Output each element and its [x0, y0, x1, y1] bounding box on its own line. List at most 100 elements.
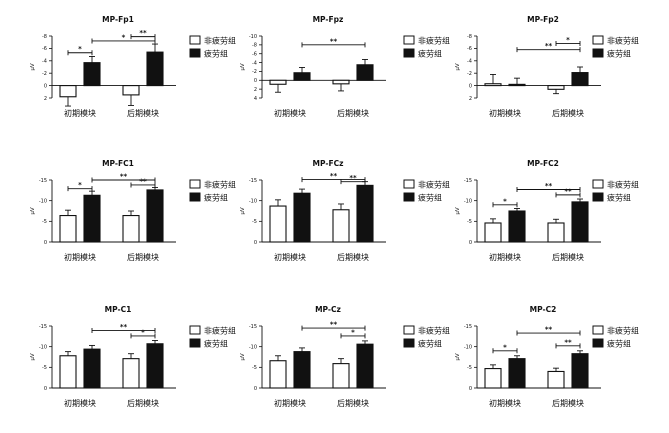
category-label: 初期模块 — [489, 398, 521, 408]
y-tick-label: 0 — [44, 386, 47, 392]
legend-swatch — [592, 338, 604, 348]
legend-label: 疲劳组 — [607, 193, 631, 203]
bar — [508, 83, 526, 87]
bar — [269, 205, 287, 243]
legend-label: 疲劳组 — [607, 339, 631, 349]
significance-label: ** — [120, 323, 128, 331]
bar — [146, 189, 164, 243]
legend-swatch — [189, 35, 201, 45]
legend-label: 疲劳组 — [418, 339, 442, 349]
legend-swatch — [403, 179, 415, 189]
bar — [356, 64, 374, 81]
y-tick-label: -5 — [42, 365, 47, 371]
y-tick-label: 2 — [44, 96, 47, 102]
legend-swatch — [403, 48, 415, 58]
legend-label: 非疲劳组 — [204, 326, 236, 336]
bar — [547, 370, 565, 389]
category-label: 初期模块 — [274, 108, 306, 118]
legend-swatch — [403, 325, 415, 335]
bar — [571, 72, 589, 87]
bar — [293, 72, 311, 81]
significance-label: ** — [545, 42, 553, 50]
chart-title: MP-Fp2 — [527, 15, 559, 24]
chart-title: MP-FCz — [313, 159, 344, 168]
chart-title: MP-C2 — [530, 305, 557, 314]
bar — [59, 214, 77, 243]
significance-label: * — [78, 45, 82, 53]
y-tick-label: -10 — [249, 198, 257, 204]
legend-swatch — [403, 35, 415, 45]
bar — [484, 222, 502, 243]
legend-swatch — [189, 179, 201, 189]
significance-label: ** — [139, 177, 147, 185]
significance-label: * — [351, 328, 355, 336]
legend-swatch — [592, 192, 604, 202]
chart-title: MP-Fp1 — [102, 15, 134, 24]
legend-label: 非疲劳组 — [607, 180, 639, 190]
y-tick-label: -2 — [42, 71, 47, 77]
y-tick-label: -10 — [464, 344, 472, 350]
legend-swatch — [592, 179, 604, 189]
y-tick-label: -5 — [467, 219, 472, 225]
y-tick-label: -6 — [252, 52, 257, 58]
bar — [332, 209, 350, 243]
category-label: 后期模块 — [337, 108, 369, 118]
y-tick-label: -15 — [39, 324, 47, 330]
significance-label: ** — [545, 182, 553, 190]
y-tick-label: -15 — [249, 324, 257, 330]
y-tick-label: -10 — [249, 34, 257, 40]
legend-label: 疲劳组 — [418, 49, 442, 59]
significance-label: ** — [330, 172, 338, 180]
y-tick-label: -8 — [467, 34, 472, 40]
y-tick-label: -6 — [467, 46, 472, 52]
bar — [293, 351, 311, 389]
category-label: 初期模块 — [64, 108, 96, 118]
y-tick-label: -5 — [252, 219, 257, 225]
legend-label: 疲劳组 — [204, 49, 228, 59]
legend-label: 非疲劳组 — [418, 326, 450, 336]
bar — [122, 358, 140, 389]
legend-label: 非疲劳组 — [418, 180, 450, 190]
chart-title: MP-FC2 — [527, 159, 559, 168]
y-tick-label: -5 — [42, 219, 47, 225]
significance-label: ** — [564, 187, 572, 195]
y-tick-label: -15 — [249, 178, 257, 184]
bar — [508, 210, 526, 243]
y-tick-label: -2 — [252, 69, 257, 75]
chart-title: MP-C1 — [105, 305, 132, 314]
significance-label: * — [141, 328, 145, 336]
legend-swatch — [189, 338, 201, 348]
legend-label: 非疲劳组 — [607, 36, 639, 46]
bar — [83, 348, 101, 389]
y-tick-label: -15 — [464, 178, 472, 184]
category-label: 初期模块 — [274, 252, 306, 262]
significance-label: ** — [330, 37, 338, 45]
bar — [332, 79, 350, 85]
y-tick-label: 4 — [254, 96, 257, 102]
bar — [356, 343, 374, 389]
y-tick-label: -10 — [39, 198, 47, 204]
y-tick-label: -2 — [467, 71, 472, 77]
y-tick-label: -5 — [252, 365, 257, 371]
bar — [269, 360, 287, 389]
legend-swatch — [592, 48, 604, 58]
y-axis-label: μV — [455, 353, 461, 360]
y-tick-label: 0 — [254, 386, 257, 392]
bar — [59, 85, 77, 98]
bar — [508, 358, 526, 389]
y-axis-label: μV — [30, 353, 36, 360]
y-axis-label: μV — [455, 63, 461, 70]
y-tick-label: -10 — [249, 344, 257, 350]
category-label: 后期模块 — [127, 252, 159, 262]
category-label: 初期模块 — [64, 398, 96, 408]
significance-label: * — [78, 181, 82, 189]
y-tick-label: -8 — [252, 43, 257, 49]
category-label: 后期模块 — [552, 252, 584, 262]
y-tick-label: 2 — [469, 96, 472, 102]
